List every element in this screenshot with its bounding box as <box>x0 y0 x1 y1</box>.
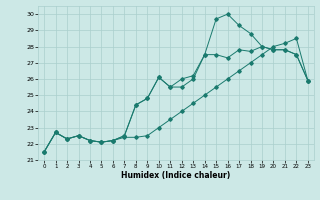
X-axis label: Humidex (Indice chaleur): Humidex (Indice chaleur) <box>121 171 231 180</box>
